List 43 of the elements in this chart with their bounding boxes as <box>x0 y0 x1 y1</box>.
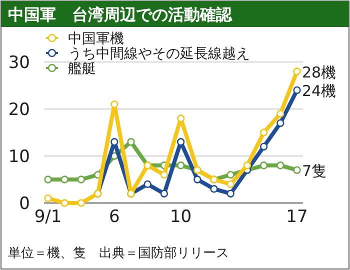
point <box>77 176 86 184</box>
legend-label: うち中間線やその延長線越え <box>68 46 250 62</box>
y-tick-label: 30 <box>8 53 30 73</box>
annotation: 24機 <box>302 82 336 100</box>
point <box>293 166 301 174</box>
point <box>160 170 168 179</box>
point <box>210 185 218 193</box>
point <box>77 199 86 207</box>
point <box>44 176 52 184</box>
point <box>226 180 234 188</box>
x-tick-label: 10 <box>170 207 192 227</box>
point <box>260 142 268 150</box>
point <box>293 86 301 94</box>
point <box>194 176 202 184</box>
x-tick-label: 9/1 <box>34 207 62 227</box>
annotation: 7隻 <box>302 162 327 180</box>
point <box>176 162 185 170</box>
legend-label: 艦艇 <box>68 61 96 77</box>
point <box>60 176 68 184</box>
y-tick-label: 10 <box>8 147 30 167</box>
legend-label: 中国軍機 <box>68 31 124 47</box>
point <box>260 128 268 136</box>
x-tick-label: 6 <box>108 207 120 227</box>
point <box>276 110 284 118</box>
point <box>260 162 268 170</box>
point <box>276 119 284 127</box>
point <box>44 194 52 202</box>
point <box>226 170 234 179</box>
y-tick-label: 20 <box>8 100 30 120</box>
point <box>110 100 118 108</box>
point <box>226 190 234 198</box>
text: 単位＝機、隻 出典＝国防部リリース <box>8 246 229 261</box>
chart-title: 中国軍 台湾周辺での活動確認 <box>8 5 233 24</box>
point <box>160 190 168 198</box>
x-tick-label: 17 <box>286 207 308 227</box>
point <box>276 162 284 170</box>
point <box>60 199 68 207</box>
point <box>144 180 152 188</box>
y-tick-label: 0 <box>19 194 30 214</box>
point <box>293 68 301 76</box>
point <box>243 162 252 170</box>
point <box>127 138 135 146</box>
annotation: 28機 <box>302 63 336 82</box>
